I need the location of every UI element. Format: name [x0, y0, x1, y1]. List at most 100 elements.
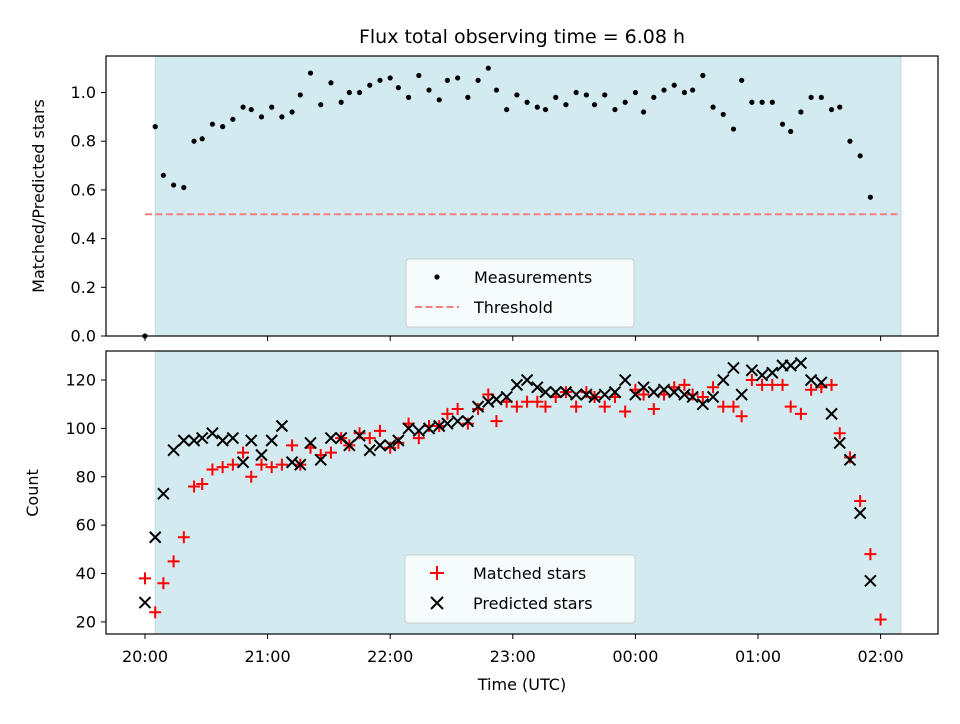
matched-star-point	[157, 577, 170, 590]
measurement-point	[416, 72, 422, 79]
x-tick-label: 00:00	[612, 647, 658, 666]
measurement-point	[602, 92, 608, 98]
measurement-point	[788, 128, 794, 135]
measurement-point	[690, 87, 696, 93]
matched-star-point	[735, 410, 748, 423]
predicted-star-point	[412, 424, 426, 438]
measurement-point	[426, 87, 432, 93]
legend-threshold-label: Threshold	[473, 298, 553, 317]
matched-star-point	[776, 378, 789, 391]
measurement-point	[307, 70, 314, 76]
predicted-star-point	[196, 431, 209, 445]
predicted-star-point	[580, 388, 593, 401]
matched-star-point	[423, 419, 436, 432]
predicted-star-point	[177, 434, 191, 447]
measurement-point	[258, 114, 265, 120]
x-tick-label: 21:00	[245, 647, 291, 666]
predicted-star-point	[864, 574, 877, 587]
matched-star-point	[384, 441, 397, 454]
matched-star-point	[472, 403, 485, 416]
predicted-star-point	[392, 434, 405, 447]
predicted-star-point	[422, 422, 436, 435]
y-tick-label: 1.0	[71, 83, 96, 102]
matched-star-point	[441, 407, 454, 420]
measurement-point	[632, 89, 639, 96]
predicted-star-point	[539, 385, 552, 399]
matched-star-point	[265, 461, 278, 474]
matched-star-point	[237, 446, 250, 459]
matched-star-point	[167, 555, 180, 568]
predicted-star-point	[608, 385, 622, 399]
predicted-star-point	[482, 395, 495, 409]
matched-star-point	[678, 378, 691, 391]
predicted-star-point	[520, 373, 534, 387]
bottom-x-ticks: 20:00 21:00 22:00 23:00 00:00 01:00 02:00	[122, 634, 904, 666]
measurement-point	[591, 102, 598, 108]
bottom-series	[138, 356, 887, 626]
predicted-star-point	[255, 448, 268, 462]
x-axis-label: Time (UTC)	[477, 675, 566, 694]
matched-star-point	[177, 531, 190, 544]
predicted-star-point	[451, 414, 464, 428]
top-panel: 0.0 0.2 0.4 0.6 0.8 1.0 Matched/Predicted sta…	[29, 55, 939, 346]
predicted-star-point	[490, 393, 503, 406]
measurement-point	[837, 104, 843, 110]
predicted-star-point	[216, 434, 229, 447]
matched-star-point	[216, 461, 229, 474]
measurement-point	[681, 89, 688, 96]
y-tick-label: 0.4	[71, 229, 96, 248]
predicted-star-point	[559, 385, 573, 399]
bottom-panel: 20 40 60 80 100 120 20:00 21:00 22:00 23:00 00:00…	[23, 350, 939, 694]
measurement-point	[739, 77, 745, 83]
predicted-star-point	[696, 398, 710, 411]
measurement-point	[279, 114, 285, 120]
predicted-star-point	[745, 364, 759, 377]
measurement-point	[152, 124, 158, 130]
measurement-point	[847, 138, 853, 144]
measurement-point	[209, 121, 216, 127]
measurement-point	[248, 106, 254, 113]
measurement-point	[269, 104, 275, 110]
matched-star-point	[392, 436, 405, 449]
measurement-point	[444, 77, 451, 83]
measurement-point	[749, 99, 755, 105]
measurement-point	[191, 138, 197, 144]
measurement-point	[377, 77, 383, 83]
predicted-star-point	[843, 453, 857, 467]
x-tick-label: 23:00	[490, 647, 536, 666]
matched-star-point	[521, 395, 534, 408]
matched-star-point	[139, 572, 151, 585]
measurement-point	[475, 77, 481, 83]
predicted-star-point	[294, 458, 307, 471]
measurement-point	[720, 111, 726, 118]
top-axes-frame	[105, 55, 939, 337]
predicted-star-point	[314, 453, 327, 467]
matched-star-point	[451, 403, 464, 416]
measurement-point	[700, 72, 706, 79]
predicted-star-point	[402, 422, 415, 435]
predicted-star-point	[363, 443, 376, 457]
measurement-point	[857, 153, 863, 159]
bottom-legend: Matched stars Predicted stars	[404, 554, 636, 624]
measurement-point	[504, 106, 510, 113]
matched-star-point	[353, 427, 366, 440]
x-tick-label: 02:00	[858, 647, 904, 666]
x-tick-label: 01:00	[735, 647, 781, 666]
predicted-star-point	[717, 373, 730, 387]
measurement-point	[338, 99, 344, 105]
measurement-point	[395, 85, 401, 91]
predicted-star-point	[678, 388, 691, 401]
top-y-ticks: 0.0 0.2 0.4 0.6 0.8 1.0	[71, 83, 106, 346]
top-y-axis-label: Matched/Predicted stars	[29, 99, 48, 293]
predicted-star-point	[471, 400, 485, 413]
predicted-star-point	[618, 373, 632, 387]
predicted-star-point	[657, 383, 671, 396]
matched-star-point	[363, 432, 376, 445]
matched-star-point	[531, 395, 544, 408]
top-legend-box	[405, 258, 635, 328]
legend-matched-marker	[430, 566, 444, 580]
matched-star-point	[570, 400, 583, 413]
matched-star-point	[188, 480, 201, 493]
matched-star-point	[756, 378, 769, 391]
